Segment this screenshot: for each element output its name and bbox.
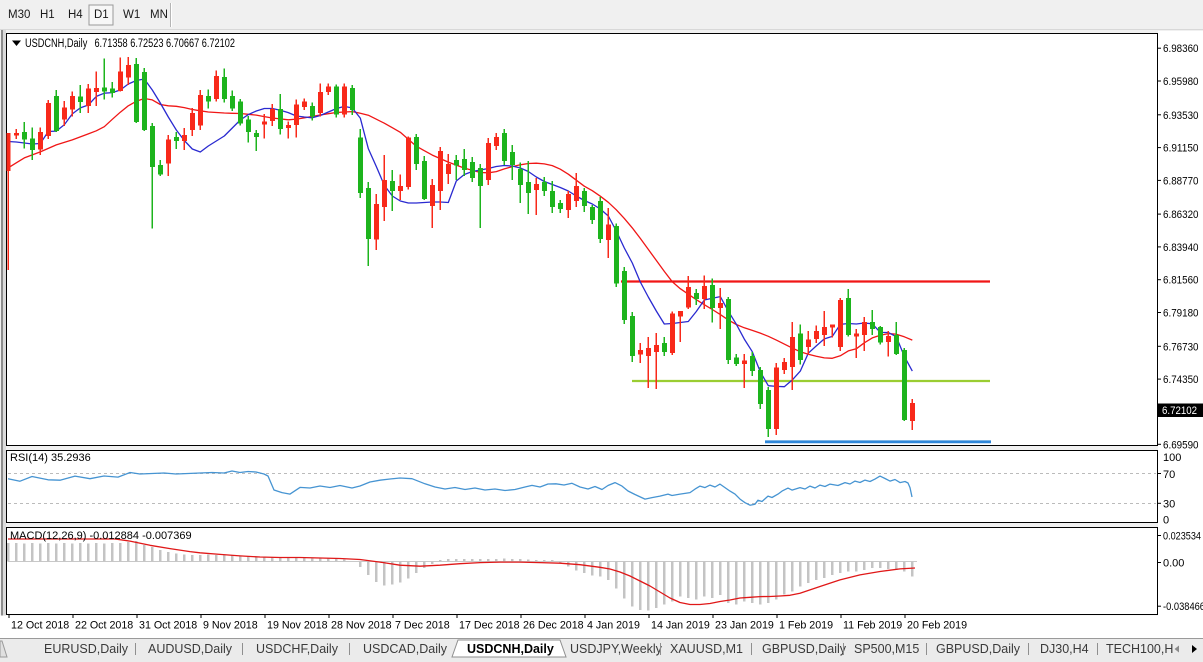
svg-text:20 Feb 2019: 20 Feb 2019 [907, 620, 967, 632]
svg-text:14 Jan 2019: 14 Jan 2019 [651, 620, 710, 632]
svg-text:30: 30 [1163, 499, 1175, 511]
svg-text:22 Oct 2018: 22 Oct 2018 [75, 620, 133, 632]
svg-text:6.69590: 6.69590 [1163, 439, 1199, 451]
svg-text:23 Jan 2019: 23 Jan 2019 [715, 620, 774, 632]
svg-text:USDCNH,Daily: USDCNH,Daily [467, 642, 554, 656]
svg-text:4 Jan 2019: 4 Jan 2019 [587, 620, 640, 632]
svg-text:USDCHF,Daily: USDCHF,Daily [256, 642, 339, 656]
svg-text:6.88770: 6.88770 [1163, 175, 1199, 187]
svg-text:6.91150: 6.91150 [1163, 143, 1199, 155]
svg-text:100: 100 [1163, 452, 1181, 464]
svg-text:11 Feb 2019: 11 Feb 2019 [843, 620, 902, 632]
svg-text:RSI(14) 35.2936: RSI(14) 35.2936 [10, 452, 91, 464]
svg-text:GBPUSD,Daily: GBPUSD,Daily [936, 642, 1021, 656]
svg-text:7 Dec 2018: 7 Dec 2018 [395, 620, 450, 632]
svg-text:6.95980: 6.95980 [1163, 76, 1199, 88]
svg-text:6.76730: 6.76730 [1163, 341, 1199, 353]
svg-text:TECH100,H: TECH100,H [1106, 642, 1173, 656]
svg-text:SP500,M15: SP500,M15 [854, 642, 919, 656]
svg-text:6.98360: 6.98360 [1163, 43, 1199, 55]
svg-text:12 Oct 2018: 12 Oct 2018 [11, 620, 69, 632]
svg-text:EURUSD,Daily: EURUSD,Daily [44, 642, 129, 656]
svg-text:6.83940: 6.83940 [1163, 242, 1199, 254]
svg-text:USDCNH,Daily 6.71358 6.72523: USDCNH,Daily 6.71358 6.72523 6.70667 6.7… [25, 38, 235, 50]
svg-text:USDJPY,Weekly: USDJPY,Weekly [570, 642, 663, 656]
svg-text:H4: H4 [68, 9, 83, 21]
svg-text:DJ30,H4: DJ30,H4 [1040, 642, 1089, 656]
svg-text:USDCAD,Daily: USDCAD,Daily [363, 642, 448, 656]
svg-text:0.023534: 0.023534 [1163, 531, 1201, 543]
svg-text:9 Nov 2018: 9 Nov 2018 [203, 620, 258, 632]
svg-text:6.79180: 6.79180 [1163, 308, 1199, 320]
svg-text:17 Dec 2018: 17 Dec 2018 [459, 620, 520, 632]
svg-text:26 Dec 2018: 26 Dec 2018 [523, 620, 584, 632]
svg-text:-0.038466: -0.038466 [1163, 601, 1203, 613]
svg-text:M30: M30 [8, 9, 30, 21]
svg-text:31 Oct 2018: 31 Oct 2018 [139, 620, 197, 632]
svg-text:AUDUSD,Daily: AUDUSD,Daily [148, 642, 233, 656]
svg-text:MN: MN [150, 9, 168, 21]
svg-text:6.74350: 6.74350 [1163, 374, 1199, 386]
svg-text:28 Nov 2018: 28 Nov 2018 [331, 620, 392, 632]
svg-text:GBPUSD,Daily: GBPUSD,Daily [762, 642, 847, 656]
svg-text:6.81560: 6.81560 [1163, 275, 1199, 287]
svg-text:W1: W1 [123, 9, 140, 21]
svg-text:6.86320: 6.86320 [1163, 209, 1199, 221]
svg-text:XAUUSD,M1: XAUUSD,M1 [670, 642, 743, 656]
svg-text:6.93530: 6.93530 [1163, 110, 1199, 122]
svg-text:70: 70 [1163, 469, 1175, 481]
svg-text:0: 0 [1163, 514, 1169, 526]
svg-text:H1: H1 [40, 9, 55, 21]
svg-text:6.72102: 6.72102 [1162, 405, 1197, 417]
svg-text:19 Nov 2018: 19 Nov 2018 [267, 620, 328, 632]
svg-text:D1: D1 [94, 9, 109, 21]
svg-text:0.00: 0.00 [1163, 558, 1184, 570]
svg-text:MACD(12,26,9) -0.012884 -0.007: MACD(12,26,9) -0.012884 -0.007369 [10, 530, 192, 542]
svg-text:1 Feb 2019: 1 Feb 2019 [779, 620, 833, 632]
